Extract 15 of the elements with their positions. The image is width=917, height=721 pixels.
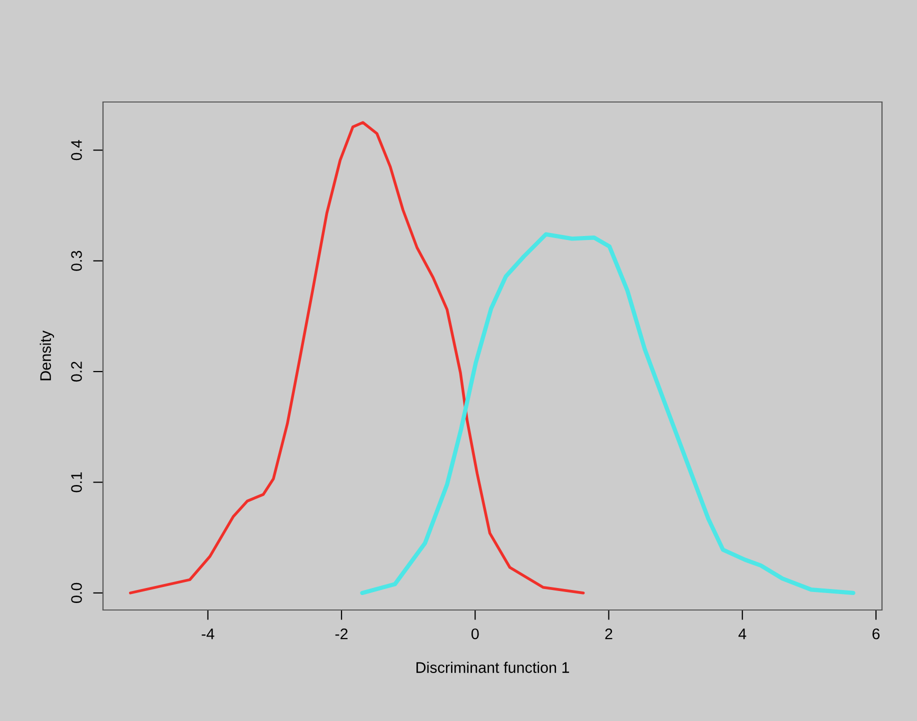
y-tick-label: 0.4 (71, 140, 82, 160)
y-tick-label: 0.3 (71, 250, 82, 271)
y-tick-label: 0.2 (71, 362, 82, 382)
x-tick-label: 4 (738, 628, 746, 640)
x-tick-label: 0 (471, 628, 479, 640)
x-axis-title: Discriminant function 1 (416, 662, 570, 673)
line-series (360, 232, 856, 596)
x-tick-label: 6 (872, 628, 880, 640)
line-series (129, 121, 585, 594)
x-tick-label: 2 (605, 628, 612, 640)
x-tick-label: -4 (202, 628, 214, 640)
y-tick-label: 0.0 (71, 582, 82, 603)
y-axis-title: Density (40, 330, 54, 380)
x-tick-label: -2 (335, 628, 348, 640)
y-tick-label: 0.1 (71, 472, 82, 492)
